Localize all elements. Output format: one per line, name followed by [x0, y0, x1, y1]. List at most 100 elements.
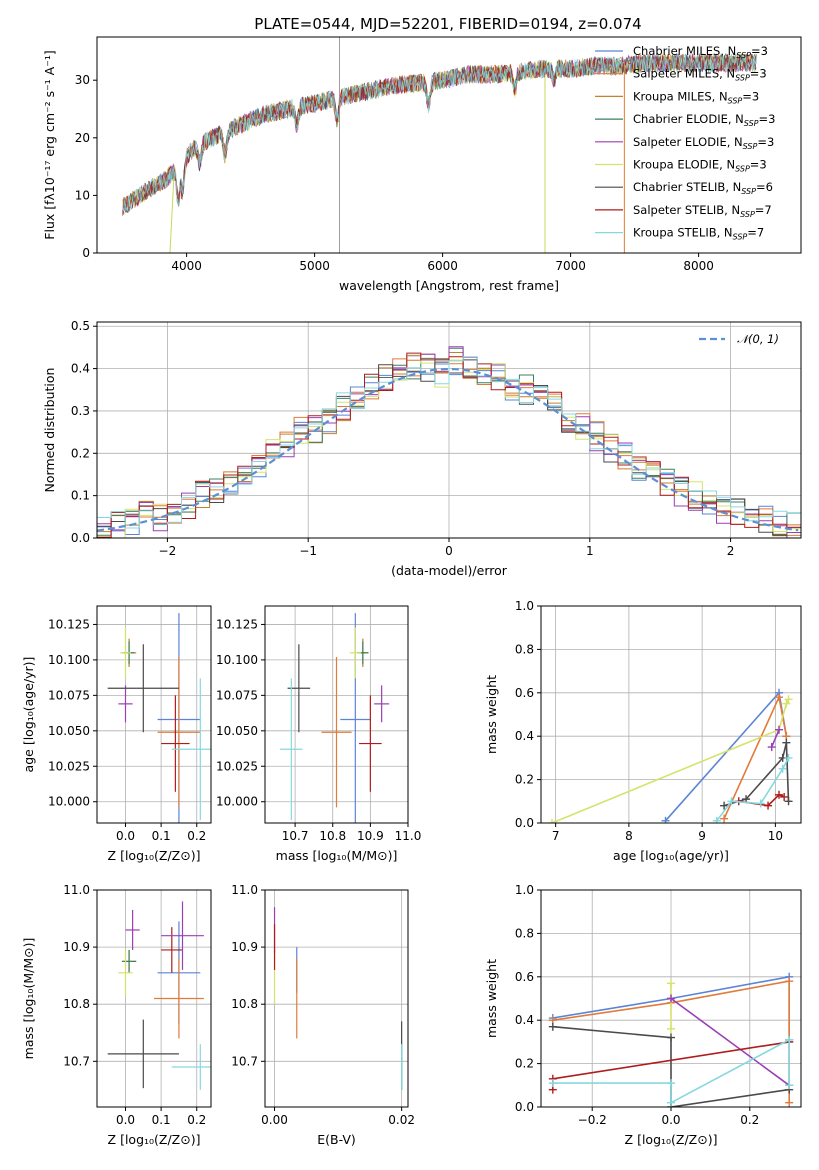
x-tick-label: 0.02: [388, 1113, 415, 1127]
series-marker: [785, 1098, 794, 1107]
y-tick-label: 10.075: [48, 688, 90, 702]
panel-spectrum: 4000 5000 6000 7000 8000 0 10 20 30 wavelength [A…: [42, 36, 802, 293]
y-tick-label: 0: [82, 246, 90, 260]
y-tick-label: 10.025: [216, 759, 258, 773]
y-tick-label: 10.125: [48, 617, 90, 631]
y-tick-label: 10.075: [216, 688, 258, 702]
data-point: [171, 1044, 211, 1090]
data-point: [107, 1019, 179, 1089]
y-axis-label: Normed distribution: [42, 368, 57, 493]
panel-residuals: −2 −1 0 1 2 0.0 0.1 0.2 0.3 0.4 0.5 (data-model)/er…: [42, 319, 802, 578]
y-tick-label: 0.4: [515, 729, 534, 743]
x-tick-label: 0.2: [187, 829, 206, 843]
legend-text: Chabrier ELODIE, N: [633, 112, 744, 126]
data-point: [107, 644, 179, 733]
x-axis-label: age [log₁₀(age/yr)]: [613, 848, 729, 863]
data-point: [321, 657, 352, 808]
series-marker: [784, 797, 793, 806]
y-tick-label: 0.6: [515, 686, 534, 700]
histogram-salpeter-stelib: [97, 352, 801, 538]
data-point: [349, 627, 361, 679]
series-marker: [661, 816, 670, 823]
legend-entry: Chabrier STELIB, NSSP=6: [633, 180, 773, 196]
y-tick-label: 1.0: [515, 599, 534, 613]
normal-curve: [97, 367, 799, 532]
legend-subscript: SSP: [733, 233, 748, 242]
series-marker: [767, 743, 776, 752]
x-tick-label: 0.1: [152, 829, 171, 843]
legend-text: =3: [759, 112, 776, 126]
x-tick-label: 0.2: [187, 1113, 206, 1127]
x-axis-label: mass [log₁₀(M/M⊙)]: [276, 848, 398, 863]
legend-subscript: SSP: [736, 51, 751, 60]
axes-frame: [96, 605, 212, 824]
spectrum-spike: [169, 178, 175, 253]
x-axis-label: (data-model)/error: [391, 563, 508, 578]
series-marker: [547, 819, 556, 823]
data-point: [171, 678, 211, 821]
series-marker: [667, 1033, 675, 1042]
x-tick-label: 7000: [555, 259, 586, 273]
legend-text: =3: [751, 44, 768, 58]
y-tick-label: 10.8: [231, 997, 258, 1011]
x-tick-label: 10.9: [357, 829, 384, 843]
y-tick-label: 10.8: [63, 997, 90, 1011]
y-tick-label: 0.8: [515, 642, 534, 656]
series-marker: [784, 753, 793, 762]
series-marker: [780, 792, 789, 801]
series-marker: [756, 799, 765, 808]
series-line: [723, 694, 788, 820]
x-tick-label: −0.2: [578, 1113, 607, 1127]
x-tick-label: 0.0: [116, 1113, 135, 1127]
legend-text: =3: [757, 135, 774, 149]
series-marker: [667, 1024, 675, 1033]
data-point: [161, 695, 190, 792]
x-tick-label: 11.0: [395, 829, 422, 843]
x-tick-label: 0: [445, 544, 453, 558]
legend-text: Kroupa ELODIE, N: [633, 158, 735, 172]
legend-text: =6: [756, 180, 773, 194]
y-tick-label: 10.100: [48, 653, 90, 667]
legend-entry: Kroupa MILES, NSSP=3: [633, 89, 759, 105]
y-tick-label: 0.2: [71, 446, 90, 460]
series-line: [551, 698, 790, 823]
data-point: [121, 949, 137, 973]
y-tick-label: 1.0: [515, 883, 534, 897]
series-marker: [720, 814, 729, 823]
axes-frame: [96, 889, 212, 1108]
legend-entry: Kroupa STELIB, NSSP=7: [633, 226, 764, 242]
legend-text: Chabrier STELIB, N: [633, 180, 741, 194]
series-marker: [720, 801, 729, 810]
y-axis-label: mass [log₁₀(M/M⊙)]: [21, 938, 36, 1060]
data-point: [154, 958, 204, 1039]
x-tick-label: 0.2: [740, 1113, 759, 1127]
legend-text: =7: [747, 226, 764, 240]
y-tick-label: 0.1: [71, 489, 90, 503]
legend-subscript: SSP: [741, 187, 756, 196]
legend-entry: Salpeter MILES, NSSP=3: [633, 67, 767, 83]
legend-text: Salpeter MILES, N: [633, 67, 735, 81]
y-tick-label: 0.0: [71, 531, 90, 545]
spectrum-line-kroupa-stelib: [122, 52, 757, 212]
x-tick-label: −1: [299, 544, 317, 558]
y-tick-label: 30: [75, 73, 90, 87]
legend-text: Chabrier MILES, N: [633, 44, 736, 58]
series-marker: [782, 699, 791, 708]
legend-text: Kroupa MILES, N: [633, 89, 728, 103]
y-tick-label: 10.125: [216, 617, 258, 631]
y-tick-label: 10.7: [63, 1054, 90, 1068]
series-marker: [727, 797, 736, 806]
y-tick-label: 10.050: [216, 724, 258, 738]
panel-age_vs_Z: 0.0 0.1 0.2 10.000 10.025 10.050 10.075 10.100 1…: [21, 605, 212, 863]
y-axis-label: mass weight: [484, 675, 499, 754]
y-tick-label: 0.2: [515, 1057, 534, 1071]
x-tick-label: 10.8: [319, 829, 346, 843]
legend-entry: Chabrier ELODIE, NSSP=3: [633, 112, 775, 128]
legend-subscript: SSP: [740, 210, 755, 219]
y-tick-label: 0.6: [515, 970, 534, 984]
legend-text: Salpeter ELODIE, N: [633, 135, 743, 149]
legend-text: Kroupa STELIB, N: [633, 226, 733, 240]
legend-entry: Kroupa ELODIE, NSSP=3: [633, 158, 767, 174]
